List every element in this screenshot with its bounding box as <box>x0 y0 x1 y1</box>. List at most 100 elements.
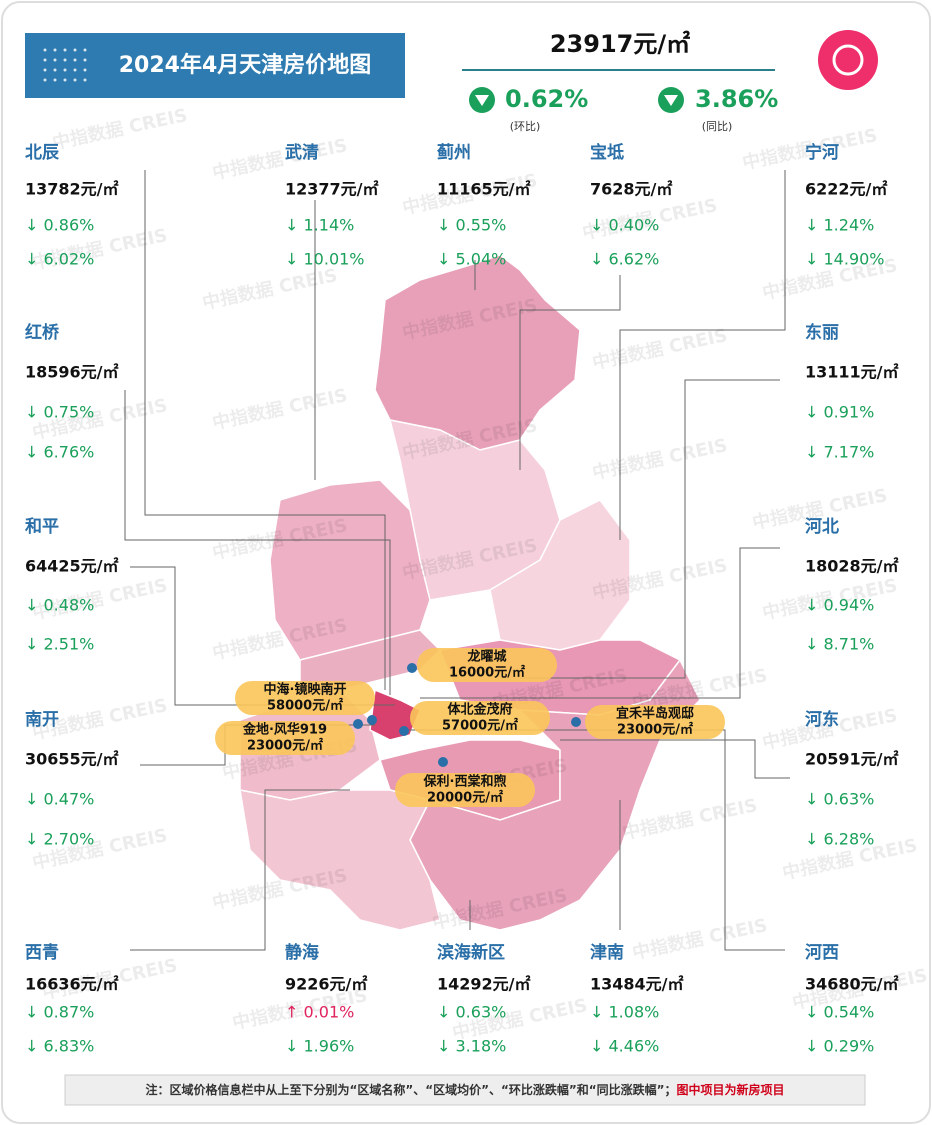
dot <box>63 58 67 62</box>
district-name: 东丽 <box>805 322 839 343</box>
project-dot <box>399 726 409 736</box>
project-price: 57000元/㎡ <box>442 718 518 734</box>
district-price: 12377元/㎡ <box>285 180 379 199</box>
district-name: 宁河 <box>805 142 839 163</box>
district-price: 18596元/㎡ <box>25 363 119 382</box>
project-pill <box>395 773 535 807</box>
district-name: 静海 <box>285 942 319 963</box>
district-price: 64425元/㎡ <box>25 557 119 576</box>
district-price: 7628元/㎡ <box>590 180 672 199</box>
yoy-label: (同比) <box>702 120 733 133</box>
district-name: 西青 <box>25 942 59 963</box>
district-yoy: ↓ 7.17% <box>805 443 874 462</box>
dot <box>73 48 77 52</box>
district-yoy: ↓ 2.70% <box>25 830 94 849</box>
dot <box>83 78 87 82</box>
district-mom: ↓ 0.94% <box>805 596 874 615</box>
dot <box>73 78 77 82</box>
title: 2024年4月天津房价地图 <box>119 52 372 78</box>
project-pill <box>585 705 725 739</box>
project-pill <box>410 701 550 735</box>
project-price: 58000元/㎡ <box>267 698 343 714</box>
district-mom: ↓ 0.75% <box>25 403 94 422</box>
district-name: 河北 <box>805 517 839 537</box>
district-price: 9226元/㎡ <box>285 975 367 994</box>
district-price: 34680元/㎡ <box>805 975 899 994</box>
yoy-value: 3.86% <box>695 85 778 113</box>
project-dot <box>407 663 417 673</box>
district-mom: ↓ 0.87% <box>25 1003 94 1022</box>
district-mom: ↓ 1.08% <box>590 1003 659 1022</box>
dot <box>83 48 87 52</box>
district-name: 南开 <box>25 709 59 730</box>
project-price: 23000元/㎡ <box>617 722 693 738</box>
district-name: 红桥 <box>25 322 60 343</box>
district-mom: ↓ 1.24% <box>805 216 874 235</box>
district-name: 蓟州 <box>436 142 471 163</box>
district-yoy: ↓ 4.46% <box>590 1037 659 1056</box>
district-price: 16636元/㎡ <box>25 975 119 994</box>
title-box <box>25 33 405 98</box>
dot <box>53 68 57 72</box>
district-price: 14292元/㎡ <box>437 975 531 994</box>
district-price: 13484元/㎡ <box>590 975 684 994</box>
district-yoy: ↓ 2.51% <box>25 635 94 654</box>
average-price: 23917元/㎡ <box>550 30 690 58</box>
project-dot <box>438 757 448 767</box>
district-name: 武清 <box>285 142 319 163</box>
district-mom: ↓ 0.40% <box>590 216 659 235</box>
footer-highlight: 图中项目为新房项目 <box>677 1082 785 1097</box>
dot <box>83 68 87 72</box>
district-mom: ↓ 1.14% <box>285 216 354 235</box>
district-name: 和平 <box>25 517 59 537</box>
dot <box>63 68 67 72</box>
logo <box>818 30 878 90</box>
dot <box>83 58 87 62</box>
footer-note: 注：区域价格信息栏中从上至下分别为“区域名称”、“区域均价”、“环比涨跌幅”和“… <box>145 1082 676 1097</box>
dot <box>53 78 57 82</box>
logo-ring <box>832 44 864 76</box>
project-name: 宜禾半岛观邸 <box>616 706 694 722</box>
district-mom: ↓ 0.91% <box>805 403 874 422</box>
dot <box>53 58 57 62</box>
district-yoy: ↓ 8.71% <box>805 635 874 654</box>
footer-box <box>64 1074 866 1106</box>
district-yoy: ↓ 5.04% <box>437 250 506 269</box>
project-name: 体北金茂府 <box>447 702 512 718</box>
district-mom: ↓ 0.63% <box>805 790 874 809</box>
title-dots <box>43 48 87 82</box>
district-yoy: ↓ 1.96% <box>285 1037 354 1056</box>
district-price: 30655元/㎡ <box>25 750 119 769</box>
project-name: 中海·镜映南开 <box>264 682 347 698</box>
district-price: 11165元/㎡ <box>437 180 531 199</box>
project-dot <box>571 717 581 727</box>
project-pill <box>235 681 375 715</box>
district-yoy: ↓ 6.62% <box>590 250 659 269</box>
district-yoy: ↓ 0.29% <box>805 1037 874 1056</box>
district-price: 18028元/㎡ <box>805 557 899 576</box>
district-mom: ↓ 0.55% <box>437 216 506 235</box>
district-yoy: ↓ 14.90% <box>805 250 885 269</box>
footer: 注：区域价格信息栏中从上至下分别为“区域名称”、“区域均价”、“环比涨跌幅”和“… <box>145 1082 784 1097</box>
district-name: 北辰 <box>25 143 60 163</box>
project-dot <box>367 715 377 725</box>
dot <box>63 48 67 52</box>
down-arrow <box>475 95 489 106</box>
district-yoy: ↓ 6.02% <box>25 250 94 269</box>
down-arrow <box>664 95 678 106</box>
district-mom: ↓ 0.63% <box>437 1003 506 1022</box>
district-yoy: ↓ 10.01% <box>285 250 365 269</box>
district-price: 13111元/㎡ <box>805 363 899 382</box>
district-mom: ↓ 0.86% <box>25 216 94 235</box>
district-mom: ↑ 0.01% <box>285 1003 354 1022</box>
project-price: 23000元/㎡ <box>247 738 323 754</box>
district-name: 宝坻 <box>590 142 624 163</box>
dot <box>63 78 67 82</box>
district-name: 滨海新区 <box>437 942 505 963</box>
project-name: 保利·西棠和煦 <box>423 774 507 790</box>
district-name: 河西 <box>805 943 839 963</box>
district-mom: ↓ 0.54% <box>805 1003 874 1022</box>
mom-label: (环比) <box>510 120 541 133</box>
mom-value: 0.62% <box>505 85 588 113</box>
